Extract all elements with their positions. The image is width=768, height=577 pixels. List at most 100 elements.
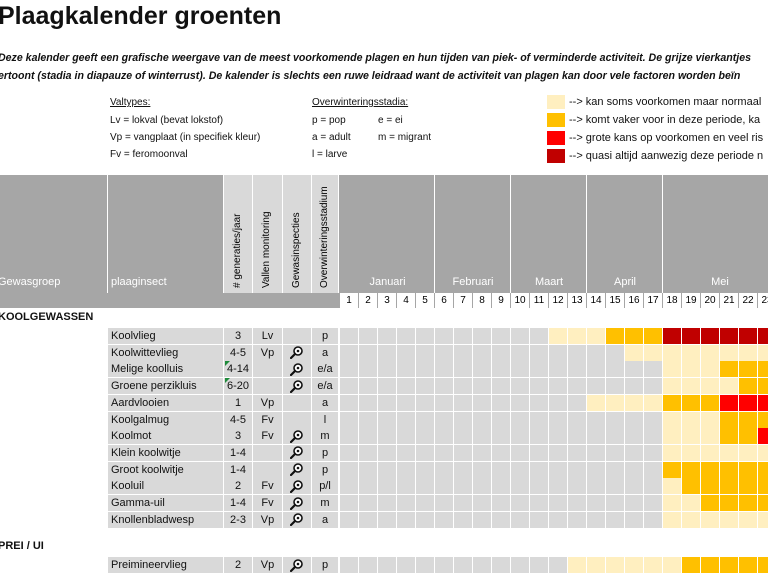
calendar-cell xyxy=(378,411,396,428)
calendar-header xyxy=(0,175,768,308)
calendar-cell xyxy=(701,495,719,511)
overwintering-stage: e/a xyxy=(317,380,333,393)
calendar-cell xyxy=(530,411,548,428)
trap-type: Vp xyxy=(260,396,275,409)
calendar-cell xyxy=(720,411,738,428)
stage-cell-bg xyxy=(312,378,338,395)
week-number: 15 xyxy=(606,293,624,308)
calendar-cell xyxy=(397,411,415,428)
generations-value: 4-14 xyxy=(226,363,250,376)
calendar-cell xyxy=(606,344,624,361)
calendar-cell xyxy=(739,557,757,573)
calendar-cell xyxy=(416,461,434,478)
month-label: Mei xyxy=(711,276,729,288)
calendar-cell xyxy=(701,344,719,361)
generations-value: 2 xyxy=(234,480,242,493)
calendar-cell xyxy=(720,394,738,411)
calendar-cell xyxy=(606,461,624,478)
calendar-cell xyxy=(549,495,567,511)
calendar-cell xyxy=(473,511,491,528)
header-ovw-bg xyxy=(312,175,338,293)
calendar-cell xyxy=(587,495,605,511)
calendar-cell xyxy=(340,511,358,528)
week-number: 11 xyxy=(530,293,548,308)
calendar-cell xyxy=(663,394,681,411)
calendar-cell xyxy=(720,378,738,395)
calendar-cell xyxy=(378,328,396,344)
legend-text: --> kan soms voorkomen maar normaal xyxy=(569,96,762,108)
gen-cell-bg xyxy=(224,344,252,361)
insect-name: Gamma-uil xyxy=(111,497,165,509)
calendar-cell xyxy=(568,478,586,495)
calendar-cell xyxy=(473,428,491,445)
insect-cell-bg xyxy=(108,557,223,573)
week-number: 18 xyxy=(663,293,681,308)
calendar-cell xyxy=(758,394,768,411)
insect-cell-bg xyxy=(108,344,223,361)
calendar-cell xyxy=(587,344,605,361)
gen-cell-bg xyxy=(224,361,252,378)
month-divider xyxy=(510,175,511,293)
stage-cell-bg xyxy=(312,511,338,528)
calendar-cell xyxy=(416,511,434,528)
calendar-cell xyxy=(606,478,624,495)
calendar-cell xyxy=(473,328,491,344)
val-cell-bg xyxy=(253,394,282,411)
calendar-cell xyxy=(511,378,529,395)
calendar-cell xyxy=(549,411,567,428)
calendar-cell xyxy=(644,495,662,511)
header-divider xyxy=(223,175,224,308)
calendar-cell xyxy=(739,411,757,428)
valtype-vp: Vp = vangplaat (in specifiek kleur) xyxy=(110,132,261,143)
overwintering-stage: m xyxy=(320,430,330,443)
gen-cell-bg xyxy=(224,378,252,395)
calendar-cell xyxy=(340,444,358,461)
week-number: 8 xyxy=(473,293,491,308)
calendar-cell xyxy=(435,557,453,573)
calendar-cell xyxy=(625,378,643,395)
calendar-cell xyxy=(720,557,738,573)
calendar-cell xyxy=(340,557,358,573)
calendar-cell xyxy=(454,361,472,378)
calendar-cell xyxy=(530,478,548,495)
generations-value: 1 xyxy=(234,396,242,409)
insect-name: Kooluil xyxy=(111,480,145,493)
calendar-cell xyxy=(492,344,510,361)
intro-line-2: ertoont (stadia in diapauze of winterrus… xyxy=(0,70,741,82)
calendar-cell xyxy=(416,495,434,511)
calendar-cell xyxy=(739,378,757,395)
month-divider xyxy=(586,175,587,293)
trap-type: Vp xyxy=(260,559,275,571)
trap-type: Fv xyxy=(261,497,274,509)
insp-cell-bg xyxy=(283,394,311,411)
calendar-cell xyxy=(454,344,472,361)
calendar-cell xyxy=(682,495,700,511)
calendar-cell xyxy=(454,411,472,428)
stage-cell-bg xyxy=(312,557,338,573)
calendar-cell xyxy=(359,411,377,428)
legend-swatch xyxy=(547,95,565,109)
calendar-cell xyxy=(473,344,491,361)
calendar-cell xyxy=(758,444,768,461)
calendar-cell xyxy=(682,478,700,495)
calendar-cell xyxy=(397,478,415,495)
calendar-cell xyxy=(397,361,415,378)
calendar-cell xyxy=(758,478,768,495)
calendar-cell xyxy=(511,557,529,573)
insect-name: Koolwittevlieg xyxy=(111,346,179,359)
magnifier-icon xyxy=(289,363,303,376)
insect-name: Koolmot xyxy=(111,430,152,443)
calendar-cell xyxy=(492,328,510,344)
calendar-cell xyxy=(359,428,377,445)
overwintering-stage: p/l xyxy=(319,480,331,493)
calendar-cell xyxy=(454,461,472,478)
calendar-cell xyxy=(416,328,434,344)
stadium-pop: p = pop xyxy=(312,115,346,126)
calendar-cell xyxy=(701,461,719,478)
calendar-cell xyxy=(701,428,719,445)
trap-type: Fv xyxy=(261,430,274,443)
stadium-adult: a = adult xyxy=(312,132,351,143)
gen-cell-bg xyxy=(224,428,252,445)
magnifier-icon xyxy=(289,513,303,527)
calendar-cell xyxy=(359,511,377,528)
